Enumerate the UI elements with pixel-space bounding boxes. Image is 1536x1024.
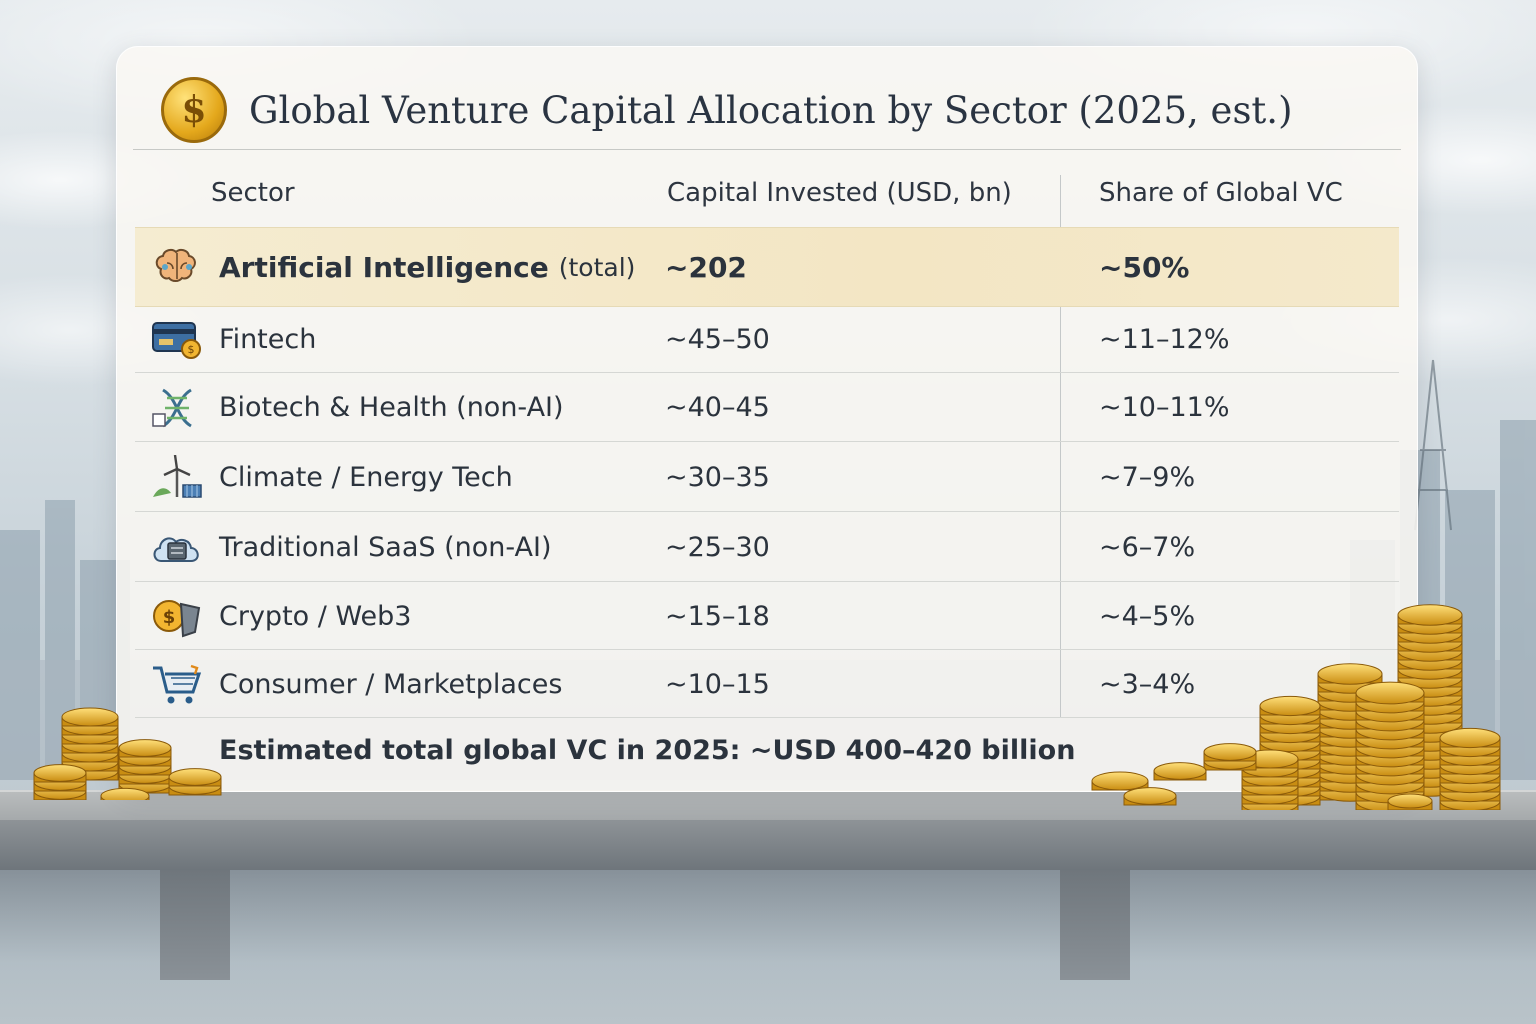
share-cell: ~4–5% xyxy=(1099,600,1196,632)
wind-turbine-icon xyxy=(151,454,203,499)
row-divider xyxy=(135,441,1399,442)
capital-cell: ~30–35 xyxy=(665,461,770,493)
coin xyxy=(1317,663,1383,685)
coin-stacks-right xyxy=(1091,604,1501,810)
table-row: Traditional SaaS (non-AI) ~25–30 ~6–7% xyxy=(135,512,1399,582)
sector-name: Climate / Energy Tech xyxy=(219,461,513,493)
column-header-share: Share of Global VC xyxy=(1099,178,1343,208)
table-row: Biotech & Health (non-AI) ~40–45 ~10–11% xyxy=(135,373,1399,442)
share-cell: ~6–7% xyxy=(1099,531,1196,563)
coin xyxy=(1387,793,1433,809)
capital-cell: ~40–45 xyxy=(665,392,770,423)
shopping-cart-icon xyxy=(151,662,203,706)
row-divider xyxy=(135,717,1399,718)
capital-cell: ~15–18 xyxy=(665,600,770,632)
row-divider xyxy=(135,372,1399,373)
cloud-server-icon xyxy=(151,525,203,569)
capital-cell: ~202 xyxy=(665,250,747,284)
table-header: Sector Capital Invested (USD, bn) Share … xyxy=(117,175,1417,231)
sector-name: Traditional SaaS (non-AI) xyxy=(219,531,552,563)
ledge-pillar xyxy=(160,870,230,980)
share-cell: ~7–9% xyxy=(1099,461,1196,493)
table-row: Artificial Intelligence (total) ~202 ~50% xyxy=(135,227,1399,307)
dna-icon xyxy=(151,386,203,430)
column-header-sector: Sector xyxy=(211,178,295,208)
ledge-pillar xyxy=(1060,870,1130,980)
share-cell: ~3–4% xyxy=(1099,668,1196,700)
ledge-shadow xyxy=(0,870,1536,1024)
column-divider xyxy=(1060,175,1061,717)
coin xyxy=(1091,771,1149,791)
coin xyxy=(1439,727,1501,749)
coin xyxy=(1123,787,1177,805)
sector-name: Consumer / Marketplaces xyxy=(219,668,563,700)
coin xyxy=(1397,604,1463,626)
svg-text:$: $ xyxy=(188,343,195,356)
sector-cell: Fintech xyxy=(219,305,316,373)
coin xyxy=(33,764,87,782)
coin xyxy=(1203,743,1257,761)
table-row: $ Crypto / Web3 ~15–18 ~4–5% xyxy=(135,582,1399,650)
credit-card-icon: $ xyxy=(151,317,203,361)
svg-text:$: $ xyxy=(163,607,176,628)
coin xyxy=(118,739,172,757)
table-row: Climate / Energy Tech ~30–35 ~7–9% xyxy=(135,442,1399,512)
share-cell: ~10–11% xyxy=(1099,392,1230,423)
coin xyxy=(100,787,150,800)
crypto-coin-icon: $ xyxy=(151,594,203,638)
sector-cell: Crypto / Web3 xyxy=(219,582,411,650)
column-header-capital: Capital Invested (USD, bn) xyxy=(667,178,1012,208)
title-divider xyxy=(133,149,1401,150)
sector-cell: Consumer / Marketplaces xyxy=(219,650,562,718)
sector-name: Artificial Intelligence xyxy=(219,250,549,284)
coin xyxy=(61,707,119,727)
row-divider xyxy=(135,581,1399,582)
brain-icon xyxy=(151,245,203,289)
row-divider xyxy=(135,511,1399,512)
title-row: $ Global Venture Capital Allocation by S… xyxy=(161,77,1293,143)
sector-name: Crypto / Web3 xyxy=(219,600,412,632)
coin xyxy=(168,768,222,786)
total-footnote: Estimated total global VC in 2025: ~USD … xyxy=(219,735,1076,766)
share-cell: ~50% xyxy=(1099,250,1190,284)
row-divider xyxy=(135,649,1399,650)
capital-cell: ~45–50 xyxy=(665,323,770,355)
sector-name: Biotech & Health (non-AI) xyxy=(219,392,564,423)
sector-cell: Artificial Intelligence (total) xyxy=(219,228,635,306)
share-cell: ~11–12% xyxy=(1099,323,1230,355)
capital-cell: ~25–30 xyxy=(665,531,770,563)
table-panel: $ Global Venture Capital Allocation by S… xyxy=(116,46,1418,792)
sector-qualifier: (total) xyxy=(558,252,636,282)
dollar-glyph: $ xyxy=(181,89,207,131)
sector-cell: Climate / Energy Tech xyxy=(219,442,513,512)
stone-ledge-front xyxy=(0,820,1536,870)
table-row: Consumer / Marketplaces ~10–15 ~3–4% xyxy=(135,650,1399,718)
dollar-coin-icon: $ xyxy=(161,77,227,143)
sector-cell: Biotech & Health (non-AI) xyxy=(219,373,564,442)
coin-stacks-left xyxy=(33,707,222,800)
sector-cell: Traditional SaaS (non-AI) xyxy=(219,512,552,582)
sector-name: Fintech xyxy=(219,323,317,355)
coin xyxy=(1153,762,1207,780)
table-row: $ Fintech ~45–50 ~11–12% xyxy=(135,305,1399,373)
coin xyxy=(1355,681,1425,705)
coin xyxy=(1259,695,1321,717)
capital-cell: ~10–15 xyxy=(665,668,770,700)
chart-title: Global Venture Capital Allocation by Sec… xyxy=(249,88,1293,132)
